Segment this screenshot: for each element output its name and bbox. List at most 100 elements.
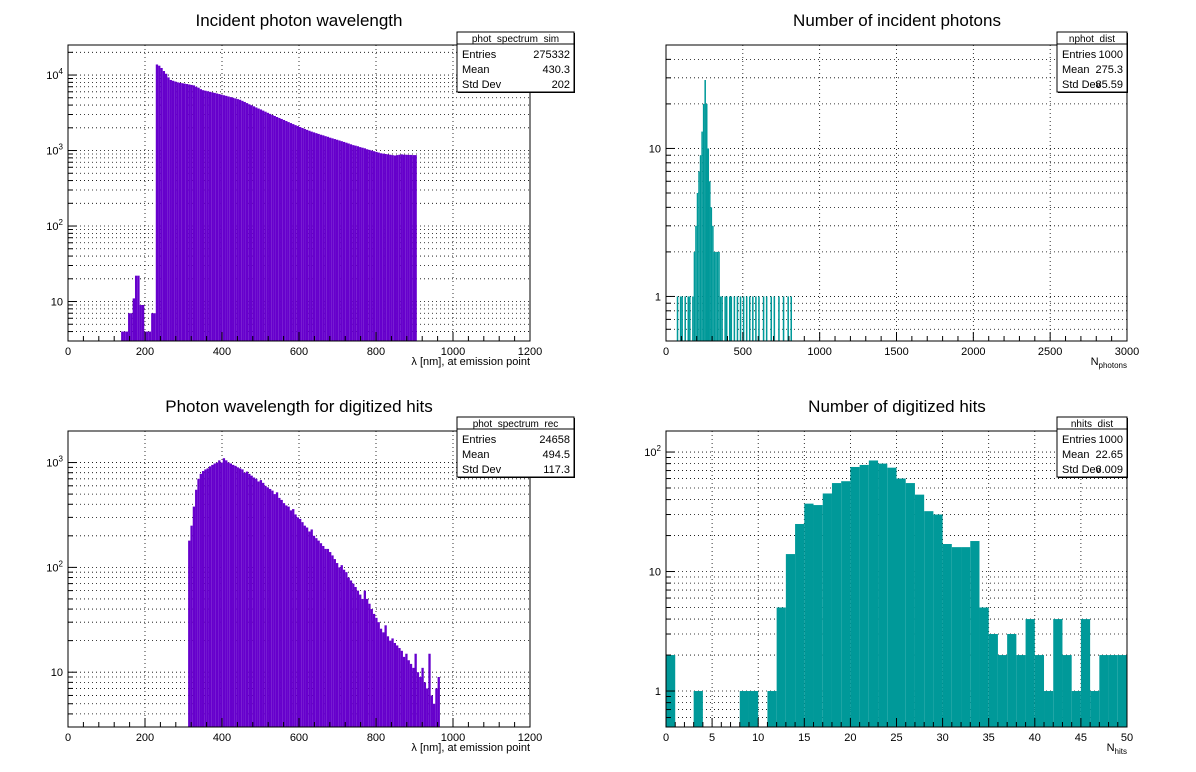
histogram-bar: [252, 477, 256, 727]
y-tick-label: 1: [655, 291, 661, 303]
histogram-bar: [218, 94, 221, 341]
histogram-bar: [211, 464, 214, 727]
histogram-bar: [275, 117, 279, 341]
histogram-bar: [393, 642, 397, 727]
histogram-bar: [377, 152, 380, 341]
histogram-bar: [315, 133, 318, 341]
histogram-bar: [190, 84, 193, 341]
histogram-bar: [778, 296, 780, 341]
histogram-bar: [162, 71, 166, 341]
histogram-bar: [178, 82, 182, 341]
histogram-bar: [1071, 691, 1081, 727]
histogram-bar: [222, 95, 226, 341]
histogram-bar: [151, 313, 154, 341]
histogram-bar: [192, 506, 196, 727]
histogram-bar: [859, 464, 869, 727]
histogram-bar: [146, 331, 149, 341]
histogram-bar: [396, 645, 399, 727]
histogram-bar: [707, 148, 710, 341]
histogram-bar: [317, 540, 320, 727]
histogram-bar: [257, 481, 260, 727]
histogram-bar: [748, 691, 759, 727]
histogram-bar: [709, 181, 711, 341]
histogram-bar: [229, 463, 233, 727]
y-tick-label: 102: [644, 444, 661, 459]
histogram-bar: [400, 650, 403, 727]
x-tick-label: 15: [798, 732, 810, 744]
x-tick-label: 200: [136, 732, 154, 744]
histogram-bar: [340, 141, 343, 341]
x-axis-label: λ [nm], at emission point: [411, 356, 530, 368]
histogram-bar: [379, 153, 383, 341]
histogram-bar: [718, 251, 720, 341]
histogram-bar: [229, 97, 233, 341]
stats-box: phot_spectrum_sim Entries 275332 Mean 430.3 S…: [456, 31, 575, 93]
stats-value: 6.009: [1095, 464, 1123, 476]
histogram-bar: [1108, 655, 1118, 727]
histogram-bar: [684, 296, 686, 341]
histogram-bar: [365, 149, 369, 341]
histogram-bar: [398, 648, 401, 727]
histogram-bar: [326, 548, 330, 727]
stats-value: 430.3: [542, 64, 570, 76]
histogram-bars: [676, 80, 793, 342]
histogram-bar: [271, 114, 274, 341]
histogram-bar: [767, 691, 777, 727]
y-tick-label: 10: [649, 567, 661, 579]
histogram-bar: [322, 135, 325, 341]
stats-value: 275332: [533, 49, 570, 61]
histogram-bar: [407, 660, 410, 727]
histogram-bar: [432, 703, 436, 727]
histogram-bar: [294, 514, 297, 727]
histogram-bar: [804, 503, 814, 727]
histogram-bar: [308, 130, 311, 341]
x-tick-label: 1200: [518, 732, 542, 744]
histogram-bar: [719, 296, 722, 341]
histogram-bar: [359, 594, 362, 727]
histogram-bar: [409, 154, 413, 341]
histogram-bar: [363, 590, 366, 727]
histogram-bar: [405, 653, 408, 727]
x-tick-label: 600: [290, 346, 308, 358]
y-tick-label: 10: [649, 143, 661, 155]
x-tick-label: 800: [367, 346, 385, 358]
chart-title: Number of incident photons: [793, 11, 1001, 30]
histogram-bar: [398, 154, 401, 341]
histogram-bar: [169, 79, 172, 342]
y-tick-label: 103: [46, 455, 63, 470]
histogram-bar: [345, 142, 348, 341]
stats-value: 202: [552, 79, 570, 91]
histogram-bar: [414, 155, 417, 341]
histogram-bar: [347, 143, 350, 341]
x-axis-label: Nphotons: [1091, 356, 1127, 370]
histogram-bar: [942, 543, 952, 727]
histogram-bar: [299, 127, 302, 341]
stats-value: 85.59: [1095, 79, 1123, 91]
stats-key: Std Dev: [1062, 464, 1102, 476]
chart-title: Photon wavelength for digitized hits: [165, 397, 432, 416]
histogram-bar: [222, 458, 226, 727]
histogram-bar: [352, 583, 355, 727]
histogram-bar: [268, 488, 272, 727]
histogram-bar: [970, 541, 980, 727]
histogram-bar: [213, 92, 216, 341]
histogram-bar: [338, 140, 341, 341]
x-tick-label: 1200: [518, 346, 542, 358]
histogram-bar: [282, 503, 286, 727]
histogram-bar: [356, 590, 360, 727]
histogram-bar: [287, 122, 290, 341]
histogram-bar: [218, 460, 221, 727]
histogram-bar: [733, 296, 736, 341]
histogram-panel: 0 200 400 600 800 1000 1200 10 102 103 104 λ [nm], …: [46, 11, 575, 368]
histogram-bar: [363, 148, 366, 341]
histogram-bar: [319, 543, 323, 727]
histogram-bar: [878, 463, 888, 727]
histogram-bar: [308, 531, 311, 727]
histogram-bar: [188, 540, 191, 727]
stats-value: 1000: [1099, 49, 1123, 61]
histogram-bar: [243, 101, 246, 341]
histogram-bar: [208, 466, 212, 727]
histogram-bar: [914, 494, 925, 727]
histogram-bar: [303, 128, 306, 341]
stats-key: Std Dev: [462, 464, 502, 476]
